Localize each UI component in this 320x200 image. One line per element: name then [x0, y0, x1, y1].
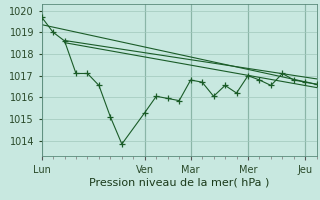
- X-axis label: Pression niveau de la mer( hPa ): Pression niveau de la mer( hPa ): [89, 178, 269, 188]
